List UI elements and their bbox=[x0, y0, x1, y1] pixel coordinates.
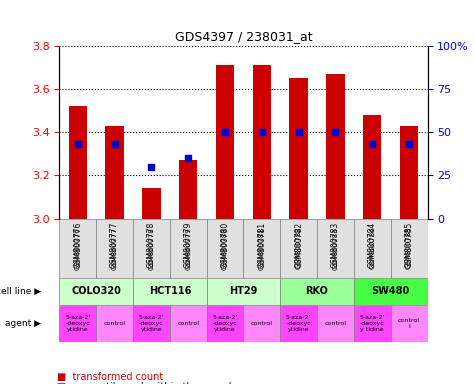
FancyBboxPatch shape bbox=[59, 305, 96, 342]
Text: GSM800783: GSM800783 bbox=[332, 227, 339, 270]
Text: GSM800781: GSM800781 bbox=[259, 227, 265, 270]
Point bbox=[405, 141, 413, 147]
FancyBboxPatch shape bbox=[317, 305, 354, 342]
FancyBboxPatch shape bbox=[207, 218, 243, 278]
FancyBboxPatch shape bbox=[133, 218, 170, 278]
Text: GSM800784: GSM800784 bbox=[368, 222, 377, 268]
Text: 5-aza-2'
-deoxyc
ytidine: 5-aza-2' -deoxyc ytidine bbox=[65, 315, 90, 331]
Text: control: control bbox=[251, 321, 273, 326]
Text: HCT116: HCT116 bbox=[149, 286, 191, 296]
Text: COLO320: COLO320 bbox=[71, 286, 121, 296]
Text: GSM800779: GSM800779 bbox=[185, 227, 191, 270]
Text: GSM800778: GSM800778 bbox=[148, 227, 154, 270]
Text: 5-aza-2'
-deoxyc
ytidine: 5-aza-2' -deoxyc ytidine bbox=[286, 315, 311, 331]
Text: GSM800776: GSM800776 bbox=[75, 227, 81, 270]
FancyBboxPatch shape bbox=[354, 305, 390, 342]
Text: cell line ▶: cell line ▶ bbox=[0, 287, 41, 296]
Title: GDS4397 / 238031_at: GDS4397 / 238031_at bbox=[175, 30, 312, 43]
Bar bbox=[179, 161, 198, 218]
Point bbox=[184, 155, 192, 161]
Text: ■  transformed count: ■ transformed count bbox=[57, 372, 163, 382]
Text: 5-aza-2'
-deoxyc
ytidine: 5-aza-2' -deoxyc ytidine bbox=[139, 315, 164, 331]
Bar bbox=[326, 74, 345, 218]
Text: GSM800776: GSM800776 bbox=[73, 222, 82, 268]
Text: control: control bbox=[324, 321, 346, 326]
FancyBboxPatch shape bbox=[354, 278, 428, 305]
FancyBboxPatch shape bbox=[133, 305, 170, 342]
Text: GSM800785: GSM800785 bbox=[406, 227, 412, 270]
Point bbox=[221, 129, 229, 136]
FancyBboxPatch shape bbox=[280, 278, 354, 305]
Bar bbox=[105, 126, 124, 218]
FancyBboxPatch shape bbox=[390, 218, 428, 278]
Text: control: control bbox=[104, 321, 125, 326]
Point bbox=[258, 129, 266, 136]
Point bbox=[295, 129, 303, 136]
Text: GSM800784: GSM800784 bbox=[369, 227, 375, 270]
Text: SW480: SW480 bbox=[371, 286, 410, 296]
Text: GSM800778: GSM800778 bbox=[147, 222, 156, 268]
Point bbox=[74, 141, 82, 147]
Text: 5-aza-2'
-deoxyc
ytidine: 5-aza-2' -deoxyc ytidine bbox=[212, 315, 238, 331]
Text: control
l: control l bbox=[398, 318, 420, 329]
Bar bbox=[216, 66, 234, 218]
Text: control: control bbox=[177, 321, 199, 326]
FancyBboxPatch shape bbox=[390, 305, 428, 342]
Text: ■  percentile rank within the sample: ■ percentile rank within the sample bbox=[57, 382, 238, 384]
Text: GSM800782: GSM800782 bbox=[295, 227, 302, 270]
FancyBboxPatch shape bbox=[133, 278, 207, 305]
FancyBboxPatch shape bbox=[59, 218, 96, 278]
Text: GSM800780: GSM800780 bbox=[222, 227, 228, 270]
Text: GSM800779: GSM800779 bbox=[184, 222, 193, 268]
Text: agent ▶: agent ▶ bbox=[5, 319, 41, 328]
FancyBboxPatch shape bbox=[354, 218, 390, 278]
Bar bbox=[68, 106, 87, 218]
FancyBboxPatch shape bbox=[207, 305, 243, 342]
Bar bbox=[142, 189, 161, 218]
FancyBboxPatch shape bbox=[96, 218, 133, 278]
FancyBboxPatch shape bbox=[280, 218, 317, 278]
Point bbox=[369, 141, 376, 147]
Text: GSM800777: GSM800777 bbox=[110, 222, 119, 268]
FancyBboxPatch shape bbox=[243, 305, 280, 342]
Text: GSM800783: GSM800783 bbox=[331, 222, 340, 268]
Bar bbox=[253, 66, 271, 218]
FancyBboxPatch shape bbox=[317, 218, 354, 278]
Text: GSM800780: GSM800780 bbox=[220, 222, 229, 268]
Bar bbox=[289, 78, 308, 218]
FancyBboxPatch shape bbox=[96, 305, 133, 342]
FancyBboxPatch shape bbox=[170, 305, 207, 342]
Point bbox=[148, 164, 155, 170]
FancyBboxPatch shape bbox=[59, 278, 133, 305]
FancyBboxPatch shape bbox=[207, 278, 280, 305]
Bar bbox=[363, 115, 381, 218]
Text: GSM800785: GSM800785 bbox=[405, 222, 414, 268]
Point bbox=[111, 141, 118, 147]
Text: GSM800782: GSM800782 bbox=[294, 222, 303, 268]
Text: GSM800781: GSM800781 bbox=[257, 222, 266, 268]
FancyBboxPatch shape bbox=[170, 218, 207, 278]
FancyBboxPatch shape bbox=[243, 218, 280, 278]
Point bbox=[332, 129, 339, 136]
Text: HT29: HT29 bbox=[229, 286, 257, 296]
FancyBboxPatch shape bbox=[280, 305, 317, 342]
Text: GSM800777: GSM800777 bbox=[112, 227, 118, 270]
Text: RKO: RKO bbox=[305, 286, 329, 296]
Text: 5-aza-2'
-deoxyc
y tidine: 5-aza-2' -deoxyc y tidine bbox=[360, 315, 385, 331]
Bar bbox=[400, 126, 418, 218]
